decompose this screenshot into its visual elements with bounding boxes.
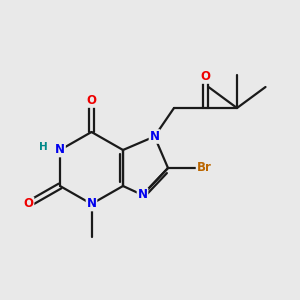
Text: O: O bbox=[23, 197, 34, 211]
Text: N: N bbox=[137, 188, 148, 202]
Text: Br: Br bbox=[196, 161, 211, 175]
Text: O: O bbox=[200, 70, 211, 83]
Text: N: N bbox=[149, 130, 160, 143]
Text: H: H bbox=[39, 142, 48, 152]
Text: N: N bbox=[55, 143, 65, 157]
Text: O: O bbox=[86, 94, 97, 107]
Text: N: N bbox=[86, 197, 97, 211]
